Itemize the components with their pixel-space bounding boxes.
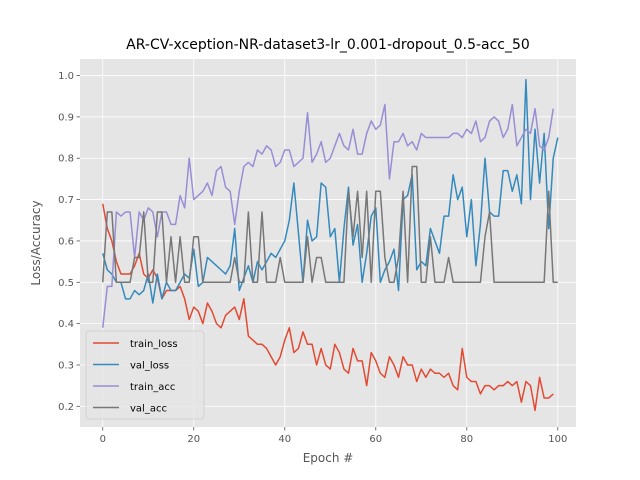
grid bbox=[80, 59, 576, 427]
legend-frame bbox=[85, 330, 205, 420]
y-tick-label: 0.6 bbox=[58, 236, 74, 247]
series-line-val-acc bbox=[102, 165, 558, 284]
y-tick-label: 0.2 bbox=[58, 402, 74, 413]
legend-label: train_acc bbox=[130, 382, 175, 393]
y-tick-label: 0.4 bbox=[58, 319, 74, 330]
y-tick-label: 0.3 bbox=[58, 360, 74, 371]
x-tick-label: 40 bbox=[278, 434, 291, 445]
x-axis-label: Epoch # bbox=[303, 451, 354, 465]
y-tick-label: 0.9 bbox=[58, 112, 74, 123]
y-axis-ticks: 0.2 0.3 0.4 0.5 0.6 0.7 0.8 0.9 1.0 bbox=[58, 71, 80, 413]
legend-label: train_loss bbox=[130, 339, 178, 350]
series-line-train-acc bbox=[102, 103, 554, 328]
x-tick-label: 60 bbox=[369, 434, 382, 445]
x-axis-ticks: 0 20 40 60 80 100 bbox=[100, 427, 567, 445]
legend: train_loss val_loss train_acc val_acc bbox=[85, 330, 205, 420]
legend-label: val_loss bbox=[130, 361, 169, 372]
series-line-train-loss bbox=[102, 203, 554, 412]
series-layer bbox=[102, 78, 559, 412]
series-line-val-loss bbox=[102, 78, 559, 304]
x-tick-label: 80 bbox=[460, 434, 473, 445]
y-tick-label: 0.8 bbox=[58, 154, 74, 165]
y-axis-label: Loss/Accuracy bbox=[29, 200, 43, 285]
y-tick-label: 1.0 bbox=[58, 71, 74, 82]
x-tick-label: 0 bbox=[100, 434, 106, 445]
x-tick-label: 20 bbox=[187, 434, 200, 445]
chart-title: AR-CV-xception-NR-dataset3-lr_0.001-drop… bbox=[126, 37, 530, 53]
y-tick-label: 0.5 bbox=[58, 278, 74, 289]
x-tick-label: 100 bbox=[548, 434, 567, 445]
legend-label: val_acc bbox=[130, 404, 167, 415]
y-tick-label: 0.7 bbox=[58, 195, 74, 206]
